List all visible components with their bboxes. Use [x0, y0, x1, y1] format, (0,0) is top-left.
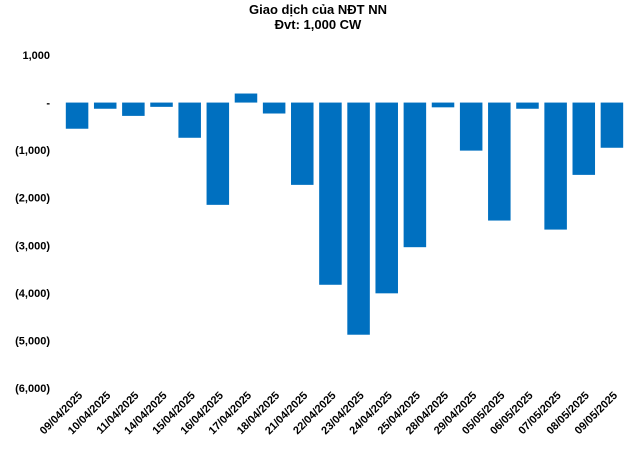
y-tick-label: (2,000) [15, 193, 50, 205]
bar [375, 102, 398, 294]
bar [516, 102, 539, 109]
bar [178, 102, 201, 138]
chart-subtitle: Đvt: 1,000 CW [275, 17, 362, 32]
bar [544, 102, 567, 230]
bar [488, 102, 511, 221]
bar [431, 102, 455, 108]
bar [65, 102, 89, 129]
bar [319, 102, 342, 285]
y-tick-label: - [46, 98, 50, 110]
y-tick-label: (4,000) [15, 288, 50, 300]
bar [459, 102, 483, 151]
bars [65, 93, 624, 335]
y-tick-label: 1,000 [22, 50, 50, 62]
bar [347, 102, 370, 335]
bar [403, 102, 427, 248]
y-tick-label: (5,000) [15, 335, 50, 347]
y-axis: 1,000 - (1,000) (2,000) (3,000) (4,000) (5,000… [15, 50, 50, 395]
y-tick-label: (6,000) [15, 383, 50, 395]
bar [234, 93, 258, 103]
y-tick-label: (1,000) [15, 145, 50, 157]
chart-title: Giao dịch của NĐT NN [249, 2, 387, 17]
bar [262, 102, 286, 114]
x-axis: 09/04/202510/04/202511/04/202514/04/2025… [38, 390, 620, 437]
bar [150, 102, 173, 107]
y-tick-label: (3,000) [15, 240, 50, 252]
bar [572, 102, 596, 175]
bar [206, 102, 230, 205]
bar [291, 102, 314, 185]
bar [93, 102, 117, 109]
bar [600, 102, 624, 148]
bar [122, 102, 145, 116]
